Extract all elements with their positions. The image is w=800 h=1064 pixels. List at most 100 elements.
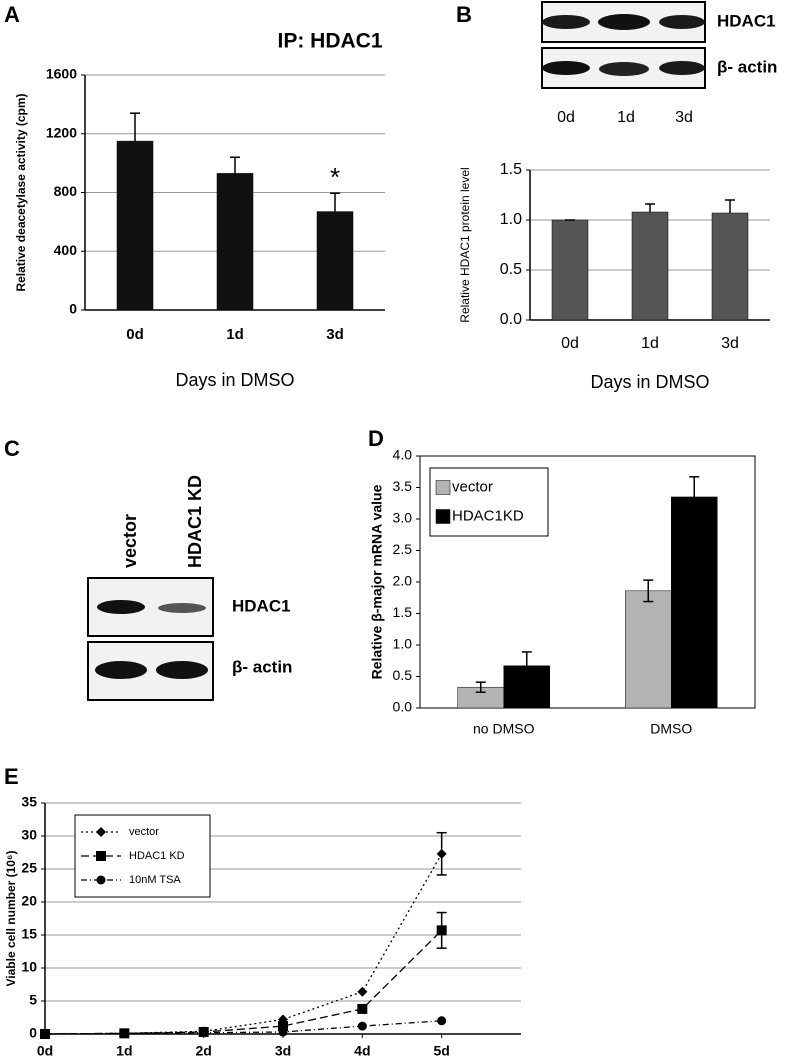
blot-lane-label: 1d — [617, 109, 635, 126]
blot-band — [156, 661, 208, 679]
marker — [357, 986, 368, 997]
blot-lane-label: vector — [120, 514, 140, 568]
marker — [96, 851, 106, 861]
marker — [199, 1028, 209, 1038]
y-tick-label: 2.5 — [393, 541, 413, 557]
y-tick-label: 3.0 — [393, 510, 413, 526]
x-tick-label: 1d — [641, 335, 659, 352]
x-tick-label: 5d — [433, 1043, 449, 1059]
x-tick-label: 0d — [37, 1043, 53, 1059]
bar — [316, 211, 354, 311]
y-tick-label: 0.0 — [500, 311, 522, 328]
blot-row-label: β- actin — [232, 657, 292, 676]
marker — [278, 1021, 288, 1032]
line — [44, 929, 443, 1035]
blot-band — [97, 600, 145, 614]
bar — [551, 219, 589, 321]
legend-swatch — [435, 480, 451, 495]
x-axis-label: Days in DMSO — [590, 372, 709, 392]
y-tick-label: 3.5 — [393, 478, 413, 494]
x-tick-label: 2d — [195, 1043, 211, 1059]
blot-lane-label: 3d — [675, 109, 693, 126]
y-tick-label: 25 — [21, 860, 37, 876]
panel-letter: B — [456, 2, 472, 27]
y-tick-label: 1.0 — [393, 636, 413, 652]
marker — [357, 1021, 367, 1031]
x-tick-label: 3d — [326, 326, 344, 343]
legend-label: vector — [129, 826, 159, 838]
panel-letter: D — [368, 426, 384, 451]
blot-band — [659, 61, 705, 75]
y-tick-label: 1200 — [46, 124, 77, 140]
y-tick-label: 4.0 — [393, 447, 413, 463]
x-tick-label: 1d — [226, 326, 244, 343]
marker — [119, 1028, 129, 1038]
chart-title: IP: HDAC1 — [277, 30, 382, 53]
x-tick-label: 3d — [721, 335, 739, 352]
blot-band — [659, 15, 705, 29]
bar — [631, 211, 669, 321]
y-tick-label: 0 — [69, 301, 77, 317]
x-tick-label: DMSO — [650, 721, 692, 737]
marker — [437, 1016, 447, 1026]
blot-row-label: HDAC1 — [232, 596, 291, 615]
bar — [671, 496, 718, 709]
y-axis-label: Relative β-major mRNA value — [369, 484, 385, 679]
panel-letter: A — [4, 2, 20, 27]
x-tick-label: 3d — [275, 1043, 291, 1059]
x-tick-label: 0d — [561, 335, 579, 352]
blot-band — [598, 14, 650, 30]
x-tick-label: 4d — [354, 1043, 370, 1059]
bar — [216, 173, 254, 311]
x-tick-label: 0d — [126, 326, 144, 343]
y-tick-label: 400 — [54, 242, 78, 258]
y-tick-label: 0.0 — [393, 699, 413, 715]
line — [44, 1020, 442, 1035]
bar — [711, 212, 749, 321]
y-tick-label: 1.0 — [500, 211, 522, 228]
y-axis-label: Relative HDAC1 protein level — [458, 167, 472, 322]
x-tick-label: no DMSO — [473, 721, 535, 737]
panel-letter: E — [4, 764, 19, 789]
y-tick-label: 800 — [54, 183, 78, 199]
y-tick-label: 30 — [21, 827, 37, 843]
y-tick-label: 1.5 — [500, 161, 522, 178]
y-axis-label: Viable cell number (10⁶) — [4, 850, 18, 986]
legend-swatch — [435, 509, 451, 524]
y-tick-label: 2.0 — [393, 573, 413, 589]
marker — [436, 848, 447, 859]
y-tick-label: 0.5 — [393, 667, 413, 683]
marker — [96, 875, 106, 885]
y-tick-label: 0.5 — [500, 261, 522, 278]
y-tick-label: 0 — [29, 1025, 37, 1041]
blot-band — [542, 61, 590, 75]
legend-label: vector — [452, 478, 493, 495]
legend-label: HDAC1KD — [452, 507, 524, 524]
blot-band — [95, 661, 147, 679]
blot-band — [158, 603, 206, 613]
blot-band — [542, 15, 590, 29]
marker — [436, 925, 447, 936]
blot-lane-label: 0d — [557, 109, 575, 126]
y-tick-label: 20 — [21, 893, 37, 909]
legend-label: 10nM TSA — [129, 874, 181, 886]
legend-label: HDAC1 KD — [129, 850, 185, 862]
blot-row-label: β- actin — [717, 57, 777, 76]
legend-box — [429, 467, 549, 537]
y-tick-label: 1600 — [46, 66, 77, 82]
y-tick-label: 10 — [21, 959, 37, 975]
x-axis-label: Days in DMSO — [175, 370, 294, 390]
marker — [357, 1003, 368, 1014]
panel-letter: C — [4, 436, 20, 461]
marker — [40, 1029, 50, 1039]
y-tick-label: 15 — [21, 926, 37, 942]
blot-row-label: HDAC1 — [717, 11, 776, 30]
y-tick-label: 5 — [29, 992, 37, 1008]
marker — [96, 827, 106, 837]
x-tick-label: 1d — [116, 1043, 132, 1059]
y-tick-label: 1.5 — [393, 604, 413, 620]
blot-lane-label: HDAC1 KD — [185, 475, 205, 568]
blot-band — [599, 62, 649, 76]
